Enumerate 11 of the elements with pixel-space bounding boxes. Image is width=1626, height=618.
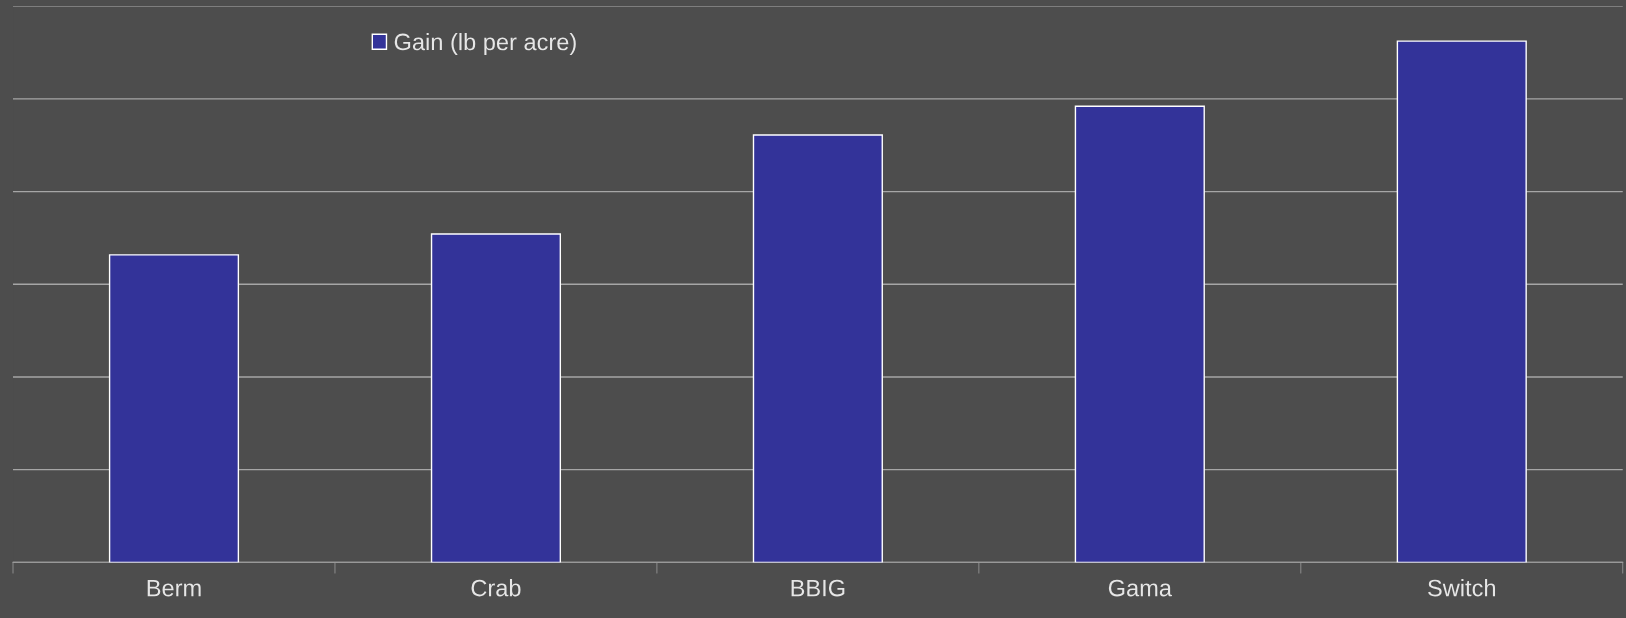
bar (1396, 40, 1527, 563)
bar (1074, 105, 1205, 563)
x-tick-label: Gama (1108, 579, 1172, 597)
bar (752, 134, 883, 563)
x-tick-label: BBIG (791, 579, 845, 597)
x-tick-label: Berm (147, 579, 201, 597)
bar (430, 233, 562, 563)
x-tick-label: Switch (1428, 579, 1496, 597)
x-tick-label: Crab (471, 579, 521, 597)
bar (108, 254, 240, 563)
legend-label: Gain (lb per acre) (394, 32, 576, 55)
